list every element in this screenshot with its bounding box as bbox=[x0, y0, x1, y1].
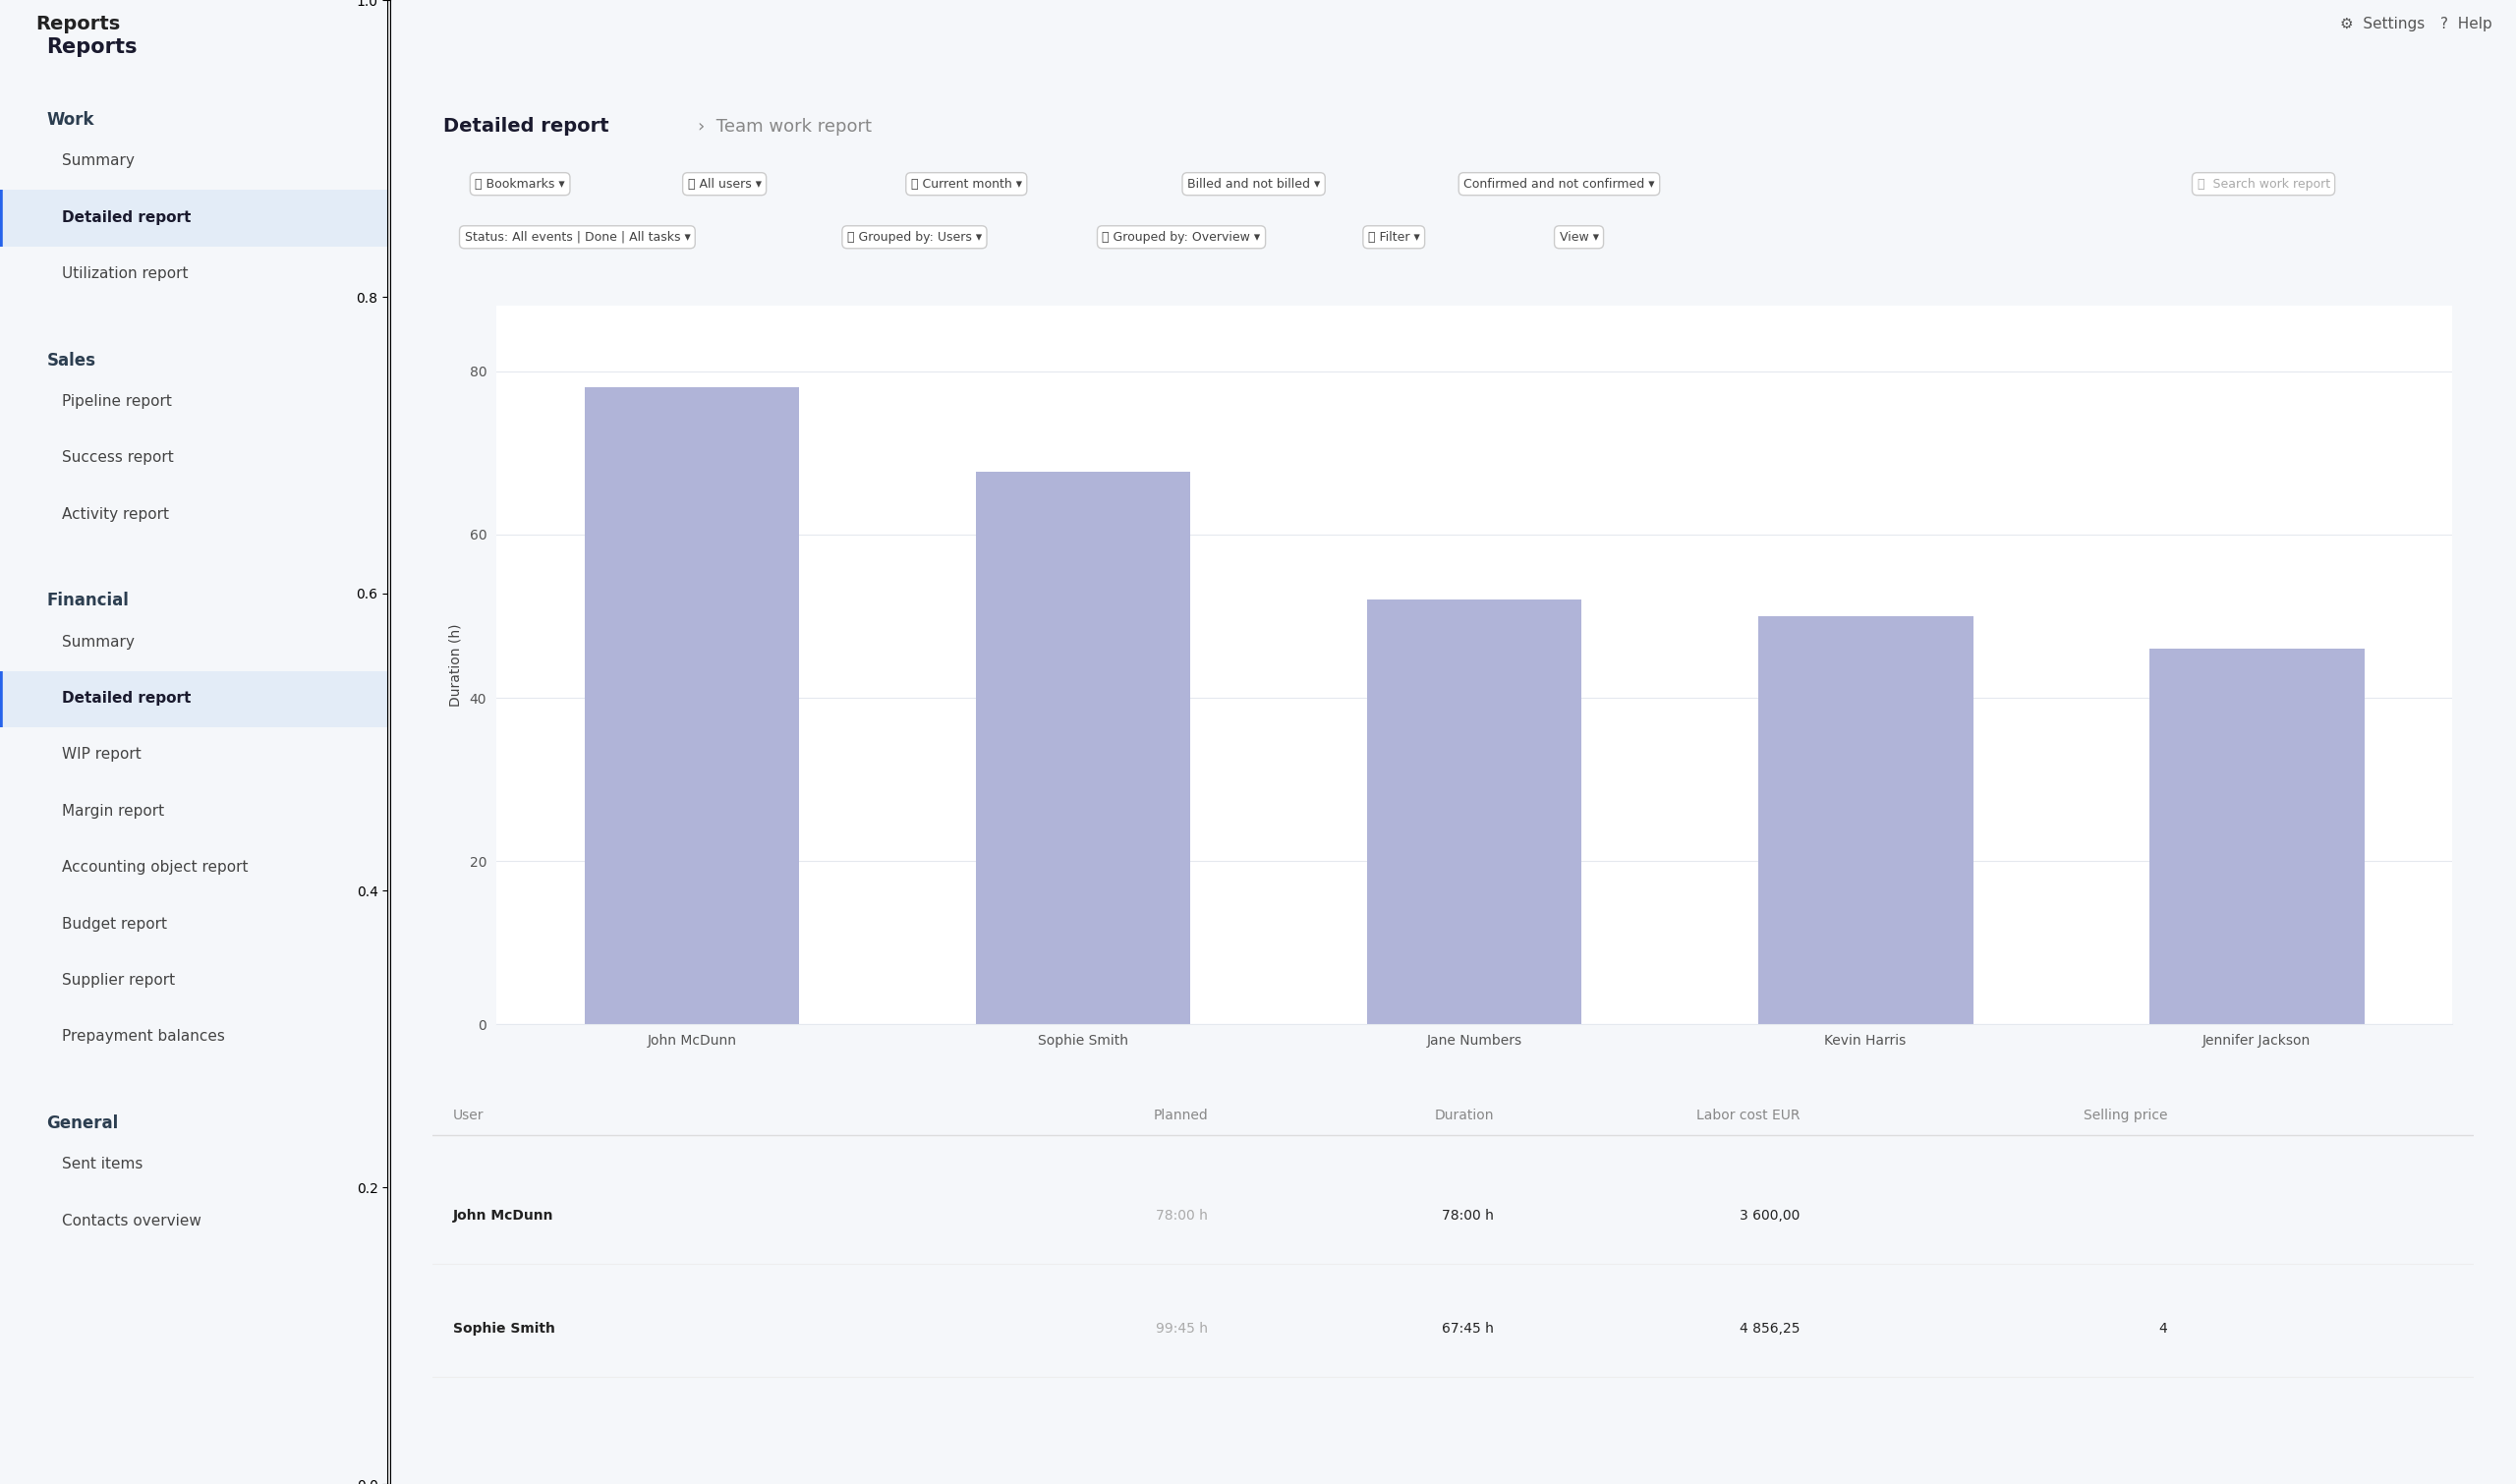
Text: Sophie Smith: Sophie Smith bbox=[453, 1322, 556, 1336]
Text: Utilization report: Utilization report bbox=[63, 267, 189, 282]
Text: Selling price: Selling price bbox=[2083, 1109, 2166, 1122]
Text: View ▾: View ▾ bbox=[1560, 230, 1598, 243]
Text: Summary: Summary bbox=[63, 635, 136, 650]
Text: Supplier report: Supplier report bbox=[63, 974, 176, 988]
Text: Success report: Success report bbox=[63, 451, 174, 466]
Text: Accounting object report: Accounting object report bbox=[63, 861, 249, 876]
Text: ›  Team work report: › Team work report bbox=[699, 117, 873, 135]
Text: Planned: Planned bbox=[1152, 1109, 1208, 1122]
Text: Pipeline report: Pipeline report bbox=[63, 395, 174, 410]
Text: 📊 Grouped by: Overview ▾: 📊 Grouped by: Overview ▾ bbox=[1102, 230, 1261, 243]
Text: 🔖 Bookmarks ▾: 🔖 Bookmarks ▾ bbox=[476, 178, 566, 190]
Text: Duration: Duration bbox=[1434, 1109, 1495, 1122]
Text: Sales: Sales bbox=[48, 352, 96, 370]
Text: Detailed report: Detailed report bbox=[443, 117, 609, 137]
Text: 🕓 Current month ▾: 🕓 Current month ▾ bbox=[911, 178, 1021, 190]
Text: 3 600,00: 3 600,00 bbox=[1739, 1209, 1799, 1223]
Text: Labor cost EUR: Labor cost EUR bbox=[1696, 1109, 1799, 1122]
Text: 78:00 h: 78:00 h bbox=[1442, 1209, 1495, 1223]
Text: Confirmed and not confirmed ▾: Confirmed and not confirmed ▾ bbox=[1464, 178, 1656, 190]
FancyBboxPatch shape bbox=[0, 671, 390, 727]
Text: General: General bbox=[48, 1114, 118, 1132]
Text: Detailed report: Detailed report bbox=[63, 211, 191, 226]
Text: 👤 All users ▾: 👤 All users ▾ bbox=[687, 178, 762, 190]
Text: John McDunn: John McDunn bbox=[453, 1209, 554, 1223]
Text: Billed and not billed ▾: Billed and not billed ▾ bbox=[1188, 178, 1321, 190]
Text: Contacts overview: Contacts overview bbox=[63, 1214, 201, 1229]
Text: 67:45 h: 67:45 h bbox=[1442, 1322, 1495, 1336]
Text: 99:45 h: 99:45 h bbox=[1155, 1322, 1208, 1336]
Text: User: User bbox=[453, 1109, 483, 1122]
Text: 🔍 Filter ▾: 🔍 Filter ▾ bbox=[1369, 230, 1419, 243]
Text: Reports: Reports bbox=[48, 37, 138, 56]
Text: Sent items: Sent items bbox=[63, 1158, 143, 1172]
Text: WIP report: WIP report bbox=[63, 748, 141, 763]
Text: ?  Help: ? Help bbox=[2441, 16, 2493, 31]
Bar bbox=[1759, 616, 1973, 1024]
Text: Status: All events | Done | All tasks ▾: Status: All events | Done | All tasks ▾ bbox=[465, 230, 689, 243]
Text: Detailed report: Detailed report bbox=[63, 692, 191, 706]
Y-axis label: Duration (h): Duration (h) bbox=[448, 623, 463, 706]
Text: Activity report: Activity report bbox=[63, 508, 169, 522]
Text: Work: Work bbox=[48, 111, 96, 129]
Text: Prepayment balances: Prepayment balances bbox=[63, 1030, 226, 1045]
Text: 4 856,25: 4 856,25 bbox=[1739, 1322, 1799, 1336]
Bar bbox=[1366, 600, 1583, 1024]
Text: Summary: Summary bbox=[63, 154, 136, 169]
Text: 78:00 h: 78:00 h bbox=[1157, 1209, 1208, 1223]
Bar bbox=[584, 387, 800, 1024]
Text: 🔍  Search work report: 🔍 Search work report bbox=[2196, 178, 2330, 190]
FancyBboxPatch shape bbox=[0, 190, 390, 246]
Text: Budget report: Budget report bbox=[63, 917, 169, 932]
Bar bbox=[2149, 649, 2365, 1024]
Text: Margin report: Margin report bbox=[63, 804, 164, 819]
Text: 📊 Grouped by: Users ▾: 📊 Grouped by: Users ▾ bbox=[848, 230, 981, 243]
Text: ⚙  Settings: ⚙ Settings bbox=[2340, 16, 2425, 31]
Text: 4: 4 bbox=[2159, 1322, 2166, 1336]
Text: Financial: Financial bbox=[48, 592, 128, 610]
Bar bbox=[976, 472, 1190, 1024]
Text: Reports: Reports bbox=[35, 15, 121, 33]
